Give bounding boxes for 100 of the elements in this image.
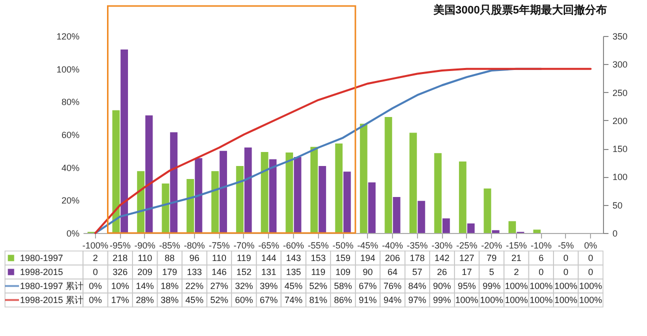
data-label: 133 — [186, 267, 202, 277]
data-label: 0 — [563, 267, 568, 277]
bar — [260, 152, 268, 233]
bar — [310, 146, 318, 233]
data-label: 38% — [160, 295, 179, 305]
data-label: 94% — [384, 295, 402, 305]
data-label: 67% — [358, 281, 377, 291]
data-label: 28% — [136, 295, 154, 305]
data-label: 58% — [334, 281, 352, 291]
data-label: 131 — [261, 267, 276, 277]
y-tick-label: 40% — [61, 162, 80, 173]
data-label: 109 — [335, 267, 351, 277]
bar — [467, 223, 475, 233]
x-tick-label: -10% — [530, 240, 552, 250]
data-label: 18% — [160, 281, 179, 291]
x-tick-label: 0% — [584, 240, 598, 250]
data-label: 27% — [210, 281, 228, 291]
bar — [112, 110, 120, 233]
x-tick-label: -80% — [184, 240, 205, 250]
y-tick-label: 80% — [61, 97, 80, 108]
data-label: 2 — [514, 267, 519, 277]
data-label: 14% — [136, 281, 154, 291]
data-label: 88 — [164, 253, 175, 263]
x-tick-label: -15% — [506, 240, 527, 250]
bar — [335, 144, 343, 233]
bar — [145, 115, 153, 233]
data-label: 100% — [554, 295, 578, 305]
data-label: 209 — [137, 267, 152, 277]
chart-title: 美国3000只股票5年期最大回撤分布 — [432, 3, 608, 16]
data-label: 127 — [459, 253, 474, 263]
bar — [236, 166, 244, 233]
bar — [318, 166, 326, 233]
data-label: 0% — [88, 295, 102, 305]
y2-tick-label: 300 — [612, 60, 628, 70]
bar — [220, 150, 228, 233]
data-label: 100% — [579, 295, 602, 305]
data-label: 152 — [236, 267, 252, 277]
data-label: 110 — [138, 253, 152, 263]
data-label: 0 — [588, 253, 594, 263]
data-label: 153 — [310, 253, 326, 263]
data-label: 84% — [408, 281, 426, 291]
bar — [442, 218, 450, 233]
x-tick-label: -95% — [110, 240, 131, 250]
bar — [244, 147, 252, 233]
data-label: 100% — [480, 295, 504, 305]
data-label: 100% — [530, 281, 553, 291]
data-label: 81% — [309, 295, 328, 305]
y2-tick-label: 0 — [612, 228, 618, 238]
y2-tick-label: 50 — [612, 200, 623, 210]
data-label: 100% — [504, 281, 528, 291]
legend-label: 1998-2015 累计 — [20, 295, 84, 305]
data-label: 90% — [433, 281, 452, 291]
data-label: 67% — [260, 295, 278, 305]
x-tick-label: -70% — [233, 240, 254, 250]
data-label: 110 — [212, 253, 226, 263]
y2-tick-label: 200 — [612, 116, 628, 126]
legend-label: 1980-1997 累计 — [20, 281, 84, 291]
bar — [508, 221, 516, 233]
bar — [162, 183, 170, 233]
data-label: 178 — [410, 253, 425, 263]
x-tick-label: -40% — [382, 240, 404, 250]
data-label: 91% — [358, 295, 377, 305]
bar — [492, 230, 500, 233]
data-label: 100% — [504, 295, 528, 305]
data-label: 5 — [489, 267, 494, 277]
data-label: 99% — [433, 295, 452, 305]
data-label: 21 — [511, 253, 522, 263]
bar — [211, 171, 219, 233]
bar — [434, 153, 442, 233]
bar — [186, 178, 194, 233]
data-label: 2 — [92, 253, 98, 263]
data-label: 100% — [530, 295, 553, 305]
x-tick-label: -45% — [357, 240, 378, 250]
data-label: 26 — [437, 267, 448, 277]
x-tick-label: -35% — [406, 240, 428, 250]
y-tick-label: 0% — [66, 228, 80, 238]
data-label: 194 — [360, 253, 376, 263]
x-tick-label: -100% — [82, 240, 108, 250]
data-label: 179 — [162, 267, 178, 277]
data-label: 0 — [563, 253, 568, 263]
data-label: 52% — [309, 281, 328, 291]
data-label: 0% — [88, 281, 102, 291]
data-label: 119 — [236, 253, 252, 263]
data-label: 6 — [538, 253, 544, 263]
data-label: 144 — [261, 253, 276, 263]
x-tick-label: -5% — [558, 240, 574, 250]
y2-tick-label: 350 — [612, 32, 628, 42]
data-label: 79 — [486, 253, 497, 263]
data-label: 135 — [286, 267, 301, 277]
data-label: 218 — [112, 253, 128, 263]
data-label: 159 — [335, 253, 351, 263]
data-label: 0 — [588, 267, 594, 277]
x-tick-label: -60% — [282, 240, 304, 250]
y-tick-label: 120% — [56, 32, 80, 42]
data-label: 0 — [538, 267, 544, 277]
data-label: 74% — [284, 295, 302, 305]
data-label: 99% — [482, 281, 501, 291]
bar — [269, 159, 277, 233]
bar — [484, 188, 492, 233]
bar — [194, 158, 202, 233]
